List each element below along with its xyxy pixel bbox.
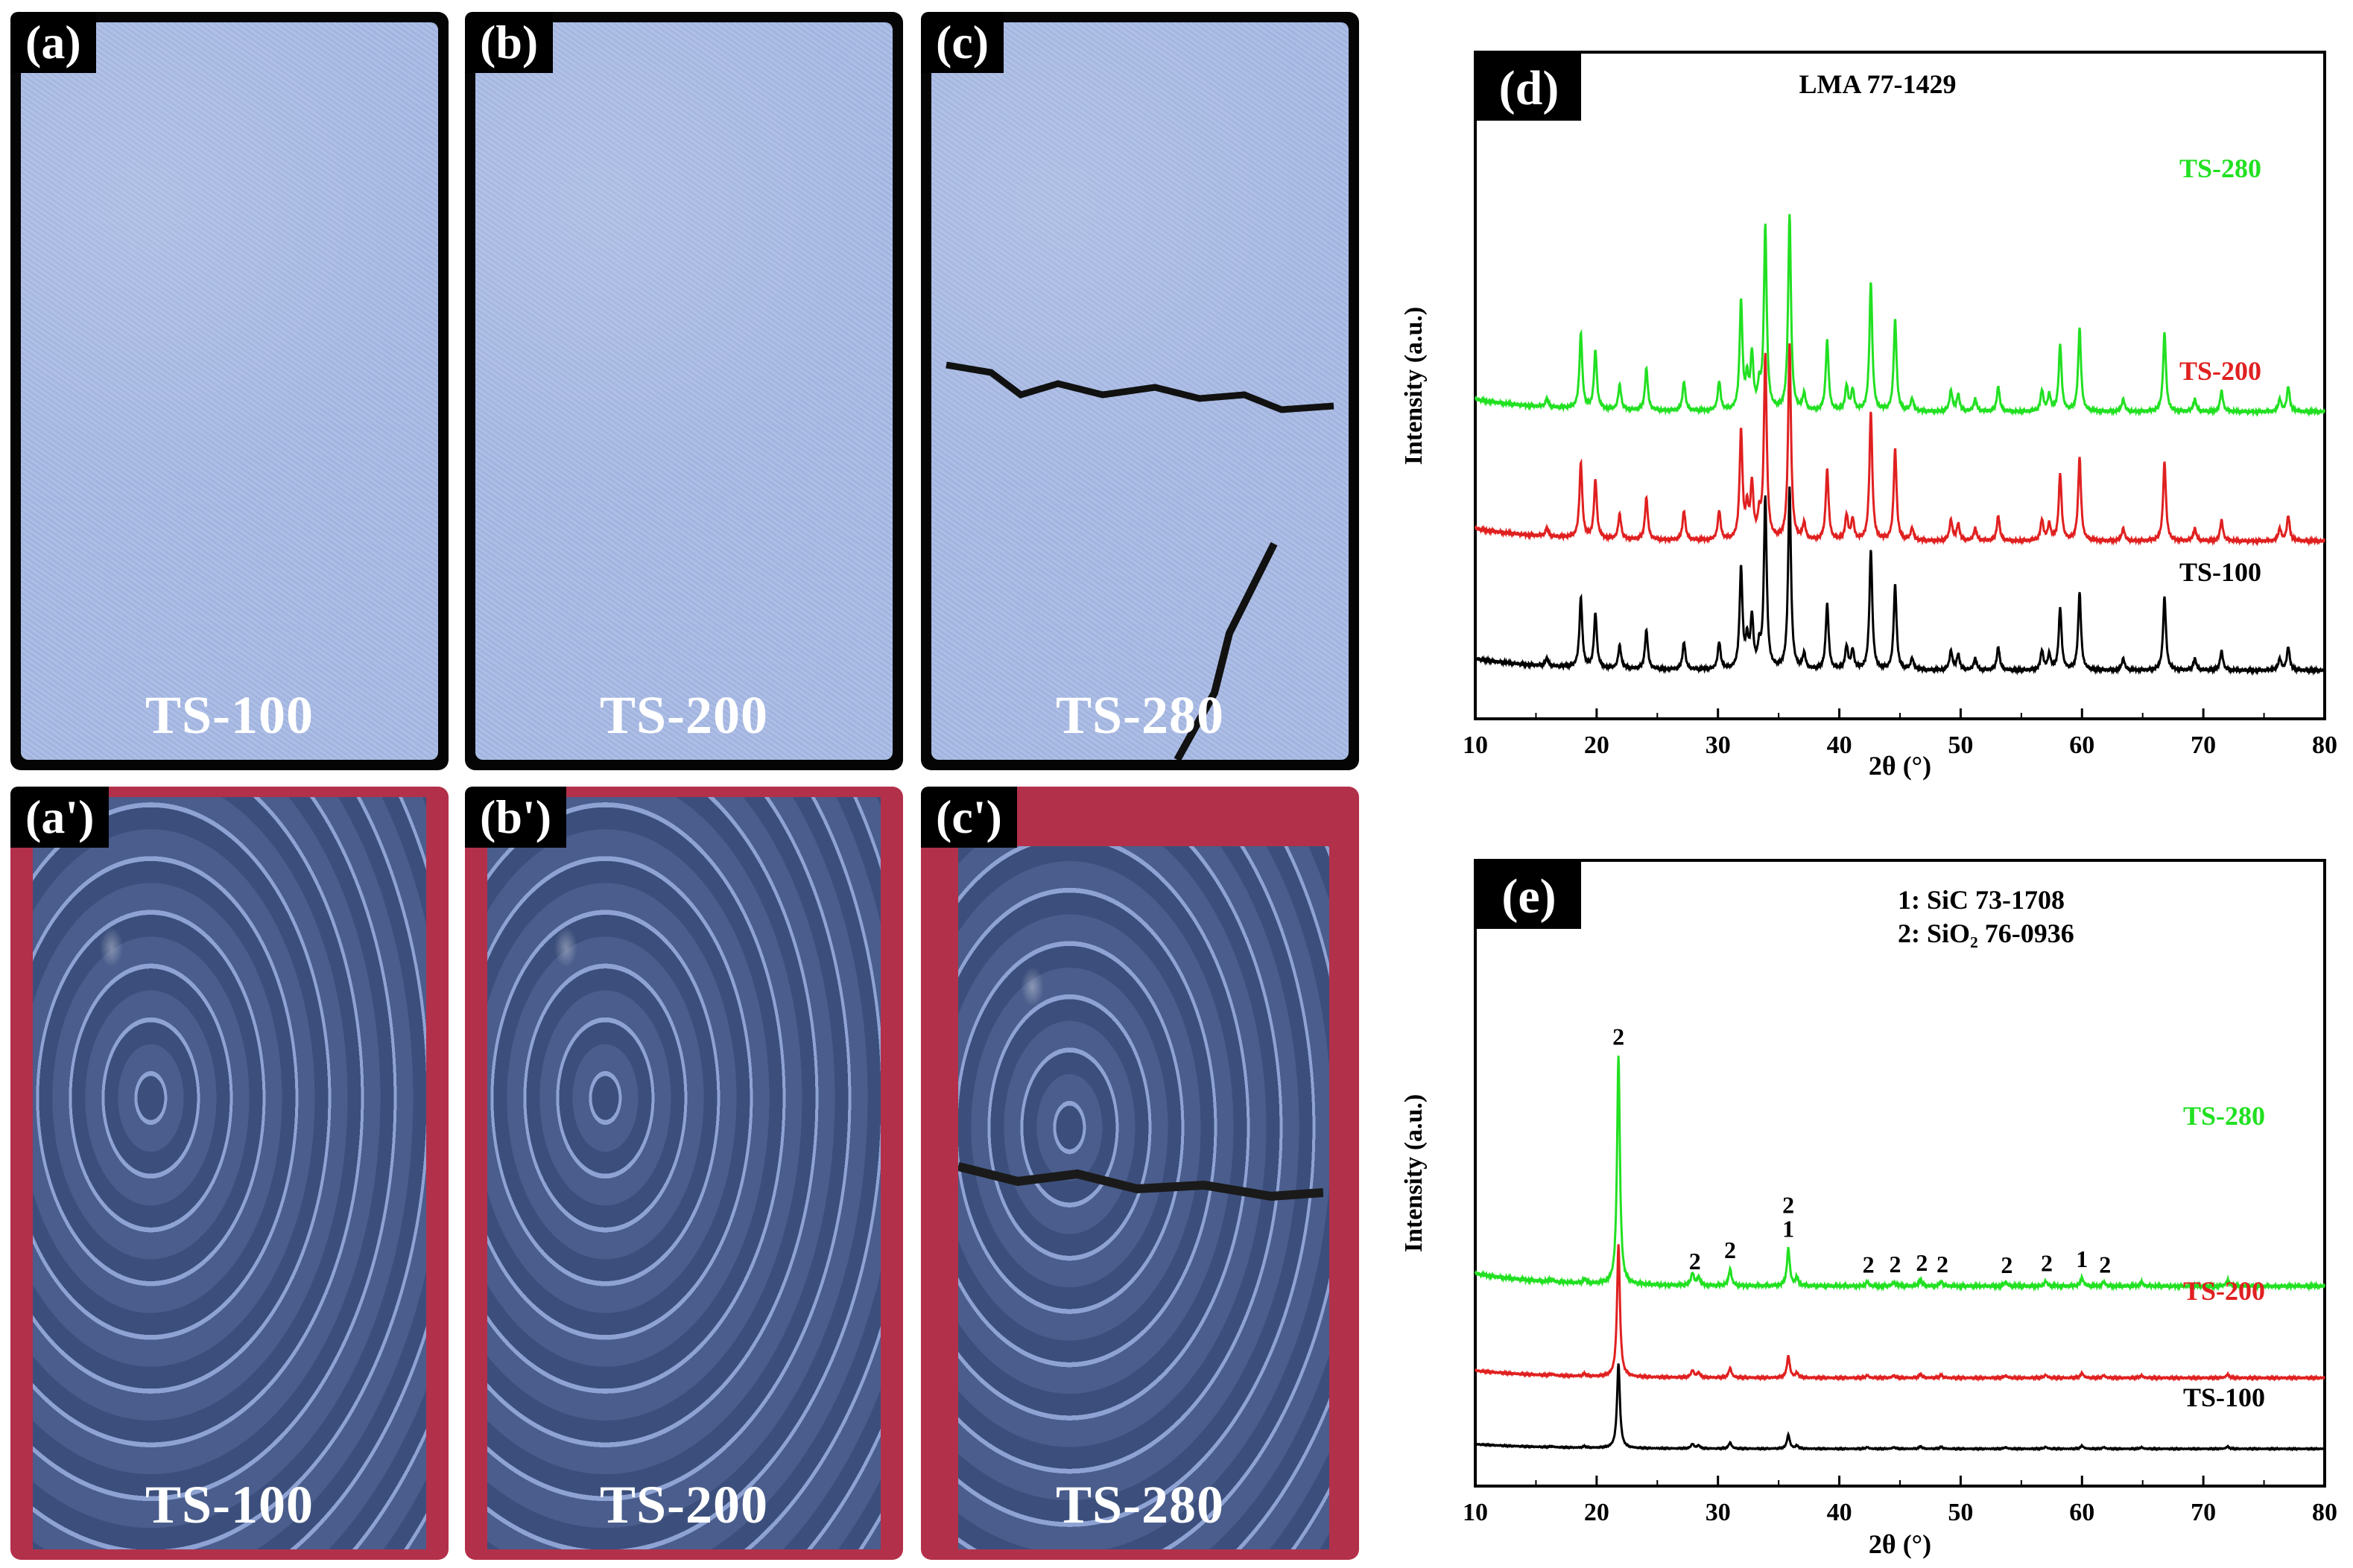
x-tick-label: 80 <box>2312 731 2337 759</box>
panel-tag-c-prime: (c') <box>921 787 1017 848</box>
x-tick-label: 70 <box>2191 1499 2216 1526</box>
series-line-ts200 <box>1474 343 2326 547</box>
peak-annotation: 2 <box>1916 1249 1928 1276</box>
photo-panel-c-prime: (c') TS-280 <box>921 787 1359 1560</box>
photo-panel-a-prime: (a') TS-100 <box>10 787 449 1560</box>
peak-annotation: 2 <box>2041 1249 2053 1276</box>
sample-label: TS-200 <box>599 685 769 745</box>
crack-overlay <box>946 361 1334 760</box>
photo-panel-a: (a) TS-100 <box>10 12 449 770</box>
sample-cross-section-image <box>33 797 426 1549</box>
sample-label: TS-280 <box>1055 1475 1225 1534</box>
xrd-chart-e: (e) 1: SiC 73-1708 2: SiO₂ 76-0936 Inten… <box>1400 859 2337 1559</box>
sample-cross-section-image <box>487 797 881 1549</box>
x-tick-label: 30 <box>1706 1499 1731 1526</box>
panel-tag-box <box>1477 862 1581 929</box>
series-label-ts100: TS-100 <box>2179 557 2261 587</box>
y-axis-label: Intensity (a.u.) <box>1400 307 1428 466</box>
x-tick-label: 60 <box>2069 1499 2094 1526</box>
series-label-ts200: TS-200 <box>2179 356 2261 386</box>
peak-annotation: 2 <box>2099 1251 2111 1277</box>
x-tick-label: 50 <box>1948 1499 1973 1526</box>
photo-panel-b-prime: (b') TS-200 <box>465 787 903 1560</box>
peak-annotation: 2 <box>1724 1237 1736 1263</box>
x-tick-label: 20 <box>1584 731 1609 759</box>
chart-title: LMA 77-1429 <box>1799 69 1957 99</box>
x-tick-label: 60 <box>2069 731 2094 759</box>
legend-line-sio2: 2: SiO₂ 76-0936 <box>1898 918 2074 948</box>
series-label-ts100: TS-100 <box>2183 1383 2265 1412</box>
y-axis-label: Intensity (a.u.) <box>1400 1094 1428 1253</box>
photo-panel-b: (b) TS-200 <box>465 12 903 770</box>
peak-annotation: 2 <box>2001 1251 2012 1278</box>
x-tick-label: 70 <box>2191 731 2216 759</box>
legend-line-sic: 1: SiC 73-1708 <box>1898 885 2065 915</box>
x-axis-label: 2θ (°) <box>1869 1529 1931 1559</box>
peak-annotation: 2 <box>1689 1248 1701 1275</box>
series-label-ts200: TS-200 <box>2183 1276 2265 1306</box>
panel-tag-a-prime: (a') <box>10 787 110 848</box>
sample-label: TS-280 <box>1055 685 1225 745</box>
sample-surface-image <box>475 22 893 760</box>
crack-overlay <box>958 1162 1323 1202</box>
peak-annotation: 2 <box>1782 1192 1794 1219</box>
series-line-ts100 <box>1475 1363 2325 1452</box>
panel-tag-b-prime: (b') <box>465 787 566 848</box>
x-tick-label: 50 <box>1948 731 1973 759</box>
series-line-ts100 <box>1474 486 2326 676</box>
sample-surface-image <box>21 22 438 760</box>
series-label-ts280: TS-280 <box>2183 1101 2265 1131</box>
x-axis-label: 2θ (°) <box>1869 751 1931 781</box>
series-line-ts280 <box>1474 1056 2326 1292</box>
x-tick-label: 10 <box>1463 1499 1488 1526</box>
x-tick-label: 40 <box>1827 1499 1852 1526</box>
peak-annotation: 2 <box>1936 1251 1948 1277</box>
panel-tag-e: (e) <box>1501 869 1556 924</box>
x-tick-label: 20 <box>1584 1499 1609 1526</box>
photo-panel-c: (c) TS-280 <box>921 12 1359 770</box>
series-line-ts200 <box>1474 1244 2325 1383</box>
peak-annotation: 2 <box>1889 1251 1901 1277</box>
peak-annotation: 1 <box>2076 1245 2088 1272</box>
x-tick-label: 10 <box>1463 731 1488 759</box>
panel-tag-a: (a) <box>10 12 96 74</box>
x-tick-label: 40 <box>1827 731 1852 759</box>
peak-annotation: 2 <box>1863 1251 1875 1278</box>
series-line-ts280 <box>1474 214 2326 418</box>
series-label-ts280: TS-280 <box>2179 153 2261 183</box>
panel-tag-b: (b) <box>465 12 554 74</box>
peak-annotation: 1 <box>1782 1216 1794 1242</box>
panel-tag-box <box>1477 54 1581 121</box>
peak-annotation: 2 <box>1612 1023 1624 1050</box>
panel-tag-c: (c) <box>921 12 1004 74</box>
sample-label: TS-100 <box>145 685 314 745</box>
panel-tag-d: (d) <box>1499 61 1559 115</box>
xrd-chart-d: (d) LMA 77-1429 Intensity (a.u.) 2θ (°) … <box>1400 51 2337 781</box>
sample-label: TS-100 <box>145 1475 314 1534</box>
x-tick-label: 30 <box>1706 731 1731 759</box>
x-tick-label: 80 <box>2312 1499 2337 1526</box>
sample-label: TS-200 <box>599 1475 769 1534</box>
